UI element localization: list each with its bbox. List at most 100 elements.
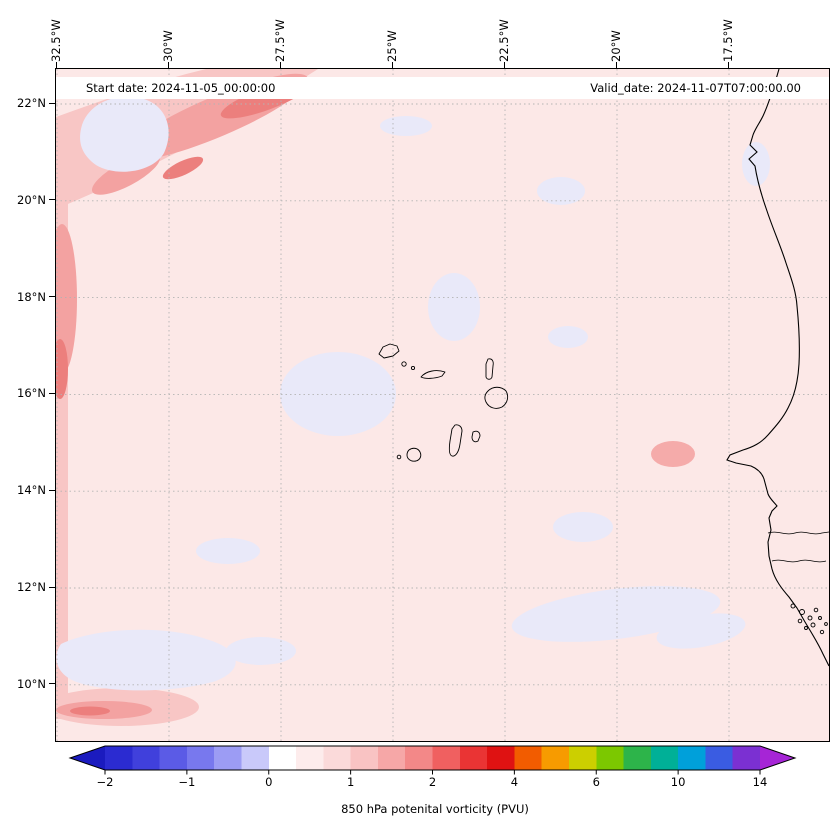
map-svg	[56, 69, 829, 741]
colorbar-segment	[650, 746, 679, 770]
colorbar-tick-label: 4	[510, 775, 519, 789]
start-date-label: Start date: 2024-11-05_00:00:00	[86, 81, 276, 95]
y-tick-mark	[49, 102, 55, 104]
colorbar-segment	[623, 746, 652, 770]
island-boa-vista	[484, 386, 509, 409]
y-tick-label: 18°N	[17, 289, 46, 304]
y-tick-label: 14°N	[17, 483, 46, 498]
lavender-patch-west-of-islands	[280, 352, 396, 436]
x-tick-mark	[728, 62, 729, 68]
west-strip-deep	[56, 339, 68, 399]
lavender-streak-south-b	[656, 613, 746, 649]
pv-spot-near-coast	[651, 441, 695, 467]
colorbar-segment	[487, 746, 515, 770]
africa-coastline	[726, 69, 829, 667]
coastline-main	[726, 69, 829, 667]
colorbar-segment	[678, 746, 706, 770]
colorbar-tick-label: −2	[96, 775, 114, 789]
colorbar-caption: 850 hPa potenital vorticity (PVU)	[341, 802, 529, 816]
lavender-patch-se	[553, 512, 613, 542]
x-tick-mark	[168, 62, 169, 68]
pv-west-edge-strip	[56, 129, 77, 719]
x-tick-mark	[56, 62, 57, 68]
x-tick-mark	[280, 62, 281, 68]
colorbar-tick-label: 1	[346, 775, 355, 789]
colorbar	[68, 745, 797, 775]
pv-band-core-small	[162, 156, 204, 180]
valid-date-label: Valid_date: 2024-11-07T07:00:00.00	[590, 81, 801, 95]
bijagos-islands	[790, 603, 828, 635]
island-brava	[396, 454, 402, 460]
colorbar-segment	[596, 746, 625, 770]
y-tick-mark	[49, 199, 55, 201]
colorbar-segment	[296, 746, 324, 770]
river-gambia	[767, 531, 829, 535]
y-tick-mark	[49, 392, 55, 394]
x-tick-mark	[616, 62, 617, 68]
lavender-patch-ne-small	[537, 177, 585, 205]
y-tick-label: 22°N	[17, 96, 46, 110]
colorbar-tick-label: 14	[752, 775, 768, 789]
lavender-patch-northwest	[80, 96, 169, 172]
lavender-patch-ne-coast	[742, 142, 770, 186]
date-strip: Start date: 2024-11-05_00:00:00 Valid_da…	[56, 77, 829, 99]
island-santiago	[448, 424, 463, 457]
west-strip-mid	[56, 224, 77, 374]
colorbar-segment	[186, 746, 215, 770]
lavender-patch-east-small	[548, 326, 588, 348]
y-tick-mark	[49, 683, 55, 685]
colorbar-segment	[514, 746, 543, 770]
gridlines	[56, 69, 829, 741]
colorbar-segment	[459, 746, 488, 770]
colorbar-under-arrow	[70, 746, 105, 770]
pv-southwest-streak	[56, 688, 199, 726]
colorbar-segment	[268, 746, 297, 770]
lavender-patch-mid-south	[196, 538, 260, 564]
colorbar-segment	[132, 746, 161, 770]
pv-negative-patches	[56, 96, 770, 691]
island-maio	[471, 430, 481, 443]
colorbar-tick-label: −1	[178, 775, 196, 789]
y-tick-label: 12°N	[17, 580, 46, 594]
colorbar-segment	[432, 746, 461, 770]
colorbar-tick-label: 0	[265, 775, 273, 789]
colorbar-segment	[377, 746, 406, 770]
sw-streak-core	[70, 706, 110, 716]
colorbar-segment	[705, 746, 734, 770]
island-santo-antao	[378, 343, 400, 359]
y-tick-mark	[49, 296, 55, 298]
colorbar-tick-label: 6	[592, 775, 600, 789]
island-sao-vicente	[401, 361, 407, 367]
colorbar-segment	[323, 746, 352, 770]
colorbar-tick-label: 10	[670, 775, 686, 789]
lavender-patch-north-center	[380, 116, 432, 136]
colorbar-tick-label: 2	[428, 775, 437, 789]
colorbar-segment	[541, 746, 570, 770]
y-tick-mark	[49, 586, 55, 588]
river-casamance	[771, 559, 827, 563]
colorbar-segment	[405, 746, 433, 770]
colorbar-segment	[732, 746, 761, 770]
lavender-patch-above-islands	[428, 273, 480, 341]
colorbar-segment	[568, 746, 597, 770]
colorbar-segment	[350, 746, 379, 770]
lavender-patch-southwest-b	[226, 637, 296, 665]
colorbar-segment	[159, 746, 188, 770]
island-sal	[485, 358, 494, 380]
island-santa-luzia	[410, 365, 416, 371]
colorbar-over-arrow	[760, 746, 795, 770]
x-tick-mark	[392, 62, 393, 68]
colorbar-segment	[241, 746, 270, 770]
y-tick-label: 20°N	[17, 192, 46, 207]
y-tick-label: 16°N	[17, 386, 46, 401]
lavender-patch-southwest	[56, 629, 236, 691]
x-tick-mark	[504, 62, 505, 68]
y-tick-mark	[49, 489, 55, 491]
cape-verde-islands	[378, 343, 509, 462]
colorbar-segment	[214, 746, 242, 770]
island-sao-nicolau	[420, 370, 446, 379]
